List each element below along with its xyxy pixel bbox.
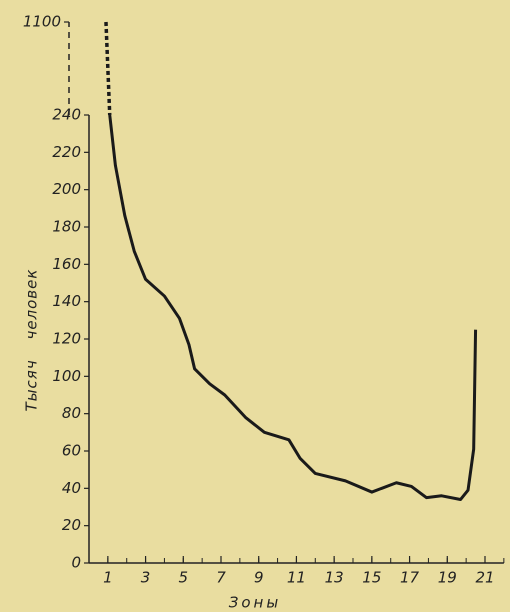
x-tick-label: 11 bbox=[287, 569, 306, 587]
y-tick-label: 120 bbox=[52, 330, 81, 348]
y-tick-label: 1100 bbox=[23, 13, 61, 31]
y-tick-label: 60 bbox=[62, 442, 81, 460]
x-tick-label: 7 bbox=[216, 569, 226, 587]
y-tick-label: 160 bbox=[52, 255, 81, 273]
x-tick-label: 1 bbox=[103, 569, 113, 587]
x-tick-label: 15 bbox=[362, 569, 381, 587]
x-axis-label: Зоны bbox=[229, 594, 281, 612]
line bbox=[108, 114, 478, 502]
x-tick-label: 9 bbox=[254, 569, 264, 587]
y-tick-label: 0 bbox=[71, 554, 81, 572]
y-tick-label: 180 bbox=[52, 218, 81, 236]
y-tick-label: 220 bbox=[52, 143, 81, 161]
x-tick-label: 17 bbox=[400, 569, 420, 587]
x-tick-label: 3 bbox=[141, 569, 151, 587]
y-tick-label: 40 bbox=[62, 479, 81, 497]
y-tick-label: 140 bbox=[52, 292, 81, 310]
y-tick-label: 240 bbox=[52, 106, 81, 124]
y-tick-label: 200 bbox=[52, 180, 81, 198]
x-tick-label: 21 bbox=[475, 569, 494, 587]
line-break-segment bbox=[104, 21, 112, 116]
y-tick-label: 80 bbox=[62, 404, 81, 422]
y-tick-label: 100 bbox=[52, 367, 81, 385]
x-tick-label: 19 bbox=[438, 569, 457, 587]
x-tick-label: 13 bbox=[325, 569, 344, 587]
y-tick-label: 20 bbox=[62, 516, 81, 534]
x-tick-label: 5 bbox=[179, 569, 189, 587]
y-axis-label: Тысяч человек bbox=[23, 269, 41, 412]
